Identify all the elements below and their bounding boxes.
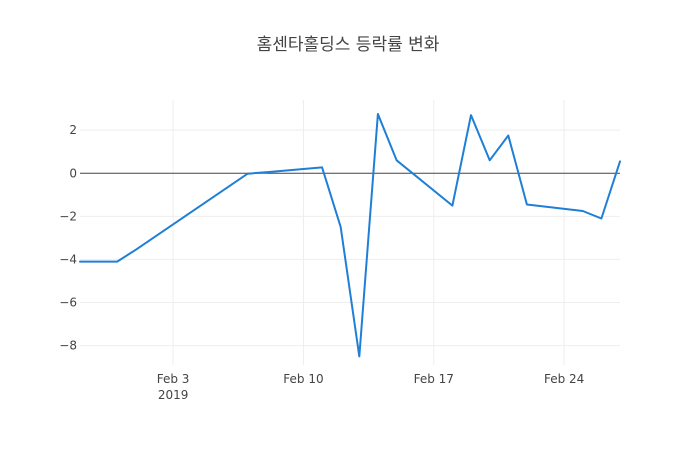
grid-layer <box>80 100 620 365</box>
x-tick-label: Feb 3 <box>157 372 190 386</box>
x-tick-label: Feb 24 <box>544 372 584 386</box>
y-tick-label: 0 <box>69 166 77 180</box>
y-tick-label: −4 <box>59 252 77 266</box>
y-tick-label: −2 <box>59 209 77 223</box>
axis-layer: Feb 3 2019 Feb 10 Feb 17 Feb 24 2 0 −2 −4 −6 −8 <box>59 123 584 402</box>
series-layer <box>79 113 621 358</box>
chart-title: 홈센타홀딩스 등락률 변화 <box>257 35 440 55</box>
series-line <box>79 113 621 358</box>
y-tick-label: −8 <box>59 339 77 353</box>
y-tick-label: 2 <box>69 123 77 137</box>
x-tick-sublabel: 2019 <box>158 388 189 402</box>
x-tick-label: Feb 17 <box>414 372 454 386</box>
x-tick-label: Feb 10 <box>283 372 323 386</box>
y-tick-label: −6 <box>59 296 77 310</box>
